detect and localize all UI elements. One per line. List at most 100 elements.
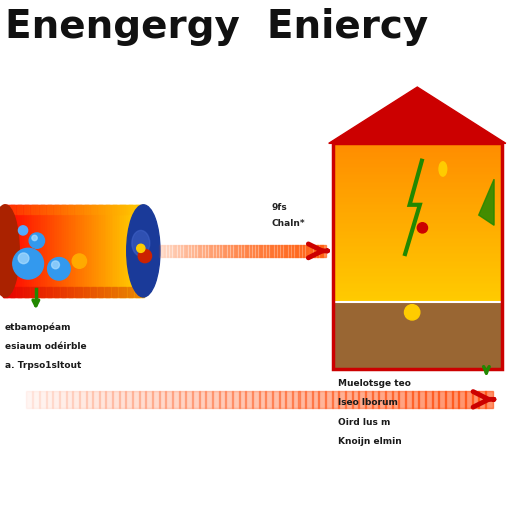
- Bar: [6, 205, 8, 214]
- Bar: [140, 287, 142, 297]
- Bar: [203, 245, 207, 257]
- Bar: [31, 205, 33, 214]
- Bar: [26, 205, 28, 214]
- Bar: [27, 205, 30, 297]
- Bar: [272, 391, 280, 408]
- Bar: [13, 205, 15, 214]
- Bar: [333, 241, 502, 245]
- Bar: [82, 205, 84, 214]
- Bar: [136, 287, 139, 297]
- Bar: [92, 205, 95, 297]
- Bar: [32, 205, 35, 214]
- Bar: [91, 287, 93, 297]
- Bar: [333, 274, 502, 279]
- Text: Knoijn elmin: Knoijn elmin: [338, 437, 402, 446]
- Bar: [308, 245, 312, 257]
- Bar: [289, 245, 293, 257]
- Bar: [333, 151, 502, 155]
- Bar: [48, 205, 51, 297]
- Bar: [312, 391, 319, 408]
- Bar: [333, 338, 502, 343]
- Bar: [333, 289, 502, 293]
- Bar: [6, 205, 8, 297]
- Bar: [378, 391, 386, 408]
- Bar: [68, 205, 70, 297]
- Bar: [333, 199, 502, 203]
- Bar: [73, 205, 75, 214]
- Bar: [99, 205, 102, 297]
- Bar: [220, 245, 224, 257]
- Bar: [94, 287, 96, 297]
- Bar: [76, 287, 79, 297]
- Bar: [465, 391, 473, 408]
- Bar: [119, 287, 121, 297]
- Bar: [31, 205, 33, 297]
- Bar: [32, 287, 35, 297]
- Circle shape: [48, 258, 70, 280]
- Bar: [133, 205, 135, 297]
- Bar: [275, 245, 279, 257]
- Bar: [142, 287, 144, 297]
- Bar: [96, 205, 98, 214]
- Bar: [333, 263, 502, 267]
- Bar: [458, 391, 466, 408]
- Bar: [39, 205, 42, 214]
- Bar: [167, 245, 171, 257]
- Bar: [285, 391, 293, 408]
- Bar: [66, 205, 68, 214]
- Bar: [16, 205, 19, 214]
- Bar: [318, 391, 326, 408]
- Bar: [54, 205, 56, 297]
- Bar: [445, 391, 453, 408]
- Bar: [159, 391, 166, 408]
- Bar: [217, 245, 221, 257]
- Bar: [205, 391, 213, 408]
- Bar: [45, 287, 47, 297]
- Bar: [239, 391, 246, 408]
- Bar: [70, 205, 72, 214]
- Bar: [333, 180, 502, 185]
- Bar: [112, 205, 114, 214]
- Bar: [306, 245, 309, 257]
- Bar: [333, 301, 502, 305]
- Bar: [333, 327, 502, 331]
- Bar: [122, 287, 124, 297]
- Bar: [27, 287, 30, 297]
- Bar: [239, 245, 243, 257]
- Bar: [50, 287, 52, 297]
- Bar: [209, 245, 212, 257]
- Bar: [86, 287, 88, 297]
- Bar: [333, 365, 502, 369]
- Bar: [62, 205, 65, 214]
- Bar: [152, 391, 160, 408]
- Bar: [345, 391, 353, 408]
- Bar: [333, 154, 502, 158]
- Bar: [333, 196, 502, 200]
- Bar: [68, 287, 70, 297]
- Bar: [333, 286, 502, 290]
- Bar: [206, 245, 210, 257]
- Bar: [64, 287, 67, 297]
- Bar: [39, 391, 47, 408]
- Bar: [20, 287, 23, 297]
- Bar: [108, 205, 111, 297]
- Bar: [352, 391, 359, 408]
- Text: Muelotsge teo: Muelotsge teo: [338, 379, 411, 388]
- Bar: [89, 287, 91, 297]
- Bar: [89, 205, 91, 214]
- Bar: [50, 205, 52, 297]
- Bar: [16, 205, 19, 297]
- Bar: [195, 245, 199, 257]
- Bar: [87, 287, 89, 297]
- Bar: [184, 245, 187, 257]
- Bar: [333, 357, 502, 361]
- Bar: [250, 245, 254, 257]
- Bar: [305, 391, 313, 408]
- Bar: [333, 237, 502, 241]
- Bar: [319, 245, 324, 257]
- Bar: [11, 205, 14, 214]
- Bar: [64, 205, 67, 297]
- Bar: [333, 203, 502, 207]
- Bar: [136, 205, 139, 297]
- Bar: [126, 205, 128, 297]
